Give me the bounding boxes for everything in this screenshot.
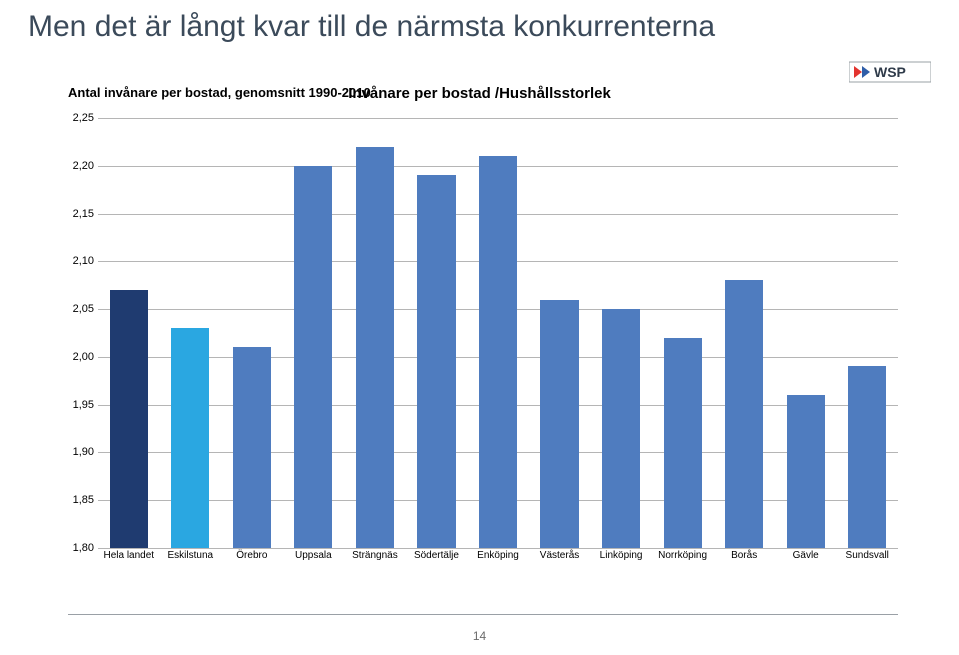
bar	[664, 338, 702, 548]
page-number: 14	[0, 629, 959, 643]
bar	[356, 147, 394, 548]
footer-divider	[68, 614, 898, 615]
bar	[848, 366, 886, 548]
x-tick-label: Gävle	[793, 550, 819, 561]
y-tick-label: 1,85	[64, 494, 94, 506]
y-tick-label: 1,90	[64, 446, 94, 458]
bar	[602, 309, 640, 548]
x-tick-label: Enköping	[477, 550, 519, 561]
bar	[233, 347, 271, 548]
x-tick-label: Sundsvall	[846, 550, 889, 561]
bar	[540, 300, 578, 548]
y-tick-label: 2,00	[64, 351, 94, 363]
y-tick-label: 2,20	[64, 160, 94, 172]
x-tick-label: Örebro	[236, 550, 267, 561]
x-tick-label: Strängnäs	[352, 550, 398, 561]
y-tick-label: 1,95	[64, 399, 94, 411]
y-tick-label: 2,15	[64, 208, 94, 220]
x-tick-label: Västerås	[540, 550, 579, 561]
bar	[294, 166, 332, 548]
y-tick-label: 2,10	[64, 255, 94, 267]
bar	[479, 156, 517, 548]
x-tick-label: Eskilstuna	[168, 550, 214, 561]
bar	[725, 280, 763, 548]
y-tick-label: 1,80	[64, 542, 94, 554]
bar	[171, 328, 209, 548]
x-tick-label: Linköping	[600, 550, 643, 561]
bar	[110, 290, 148, 548]
x-tick-label: Hela landet	[103, 550, 154, 561]
gridline	[98, 118, 898, 119]
x-tick-label: Borås	[731, 550, 757, 561]
wsp-logo: WSP	[849, 58, 931, 86]
y-tick-label: 2,25	[64, 112, 94, 124]
y-axis-subtitle: Antal invånare per bostad, genomsnitt 19…	[68, 85, 371, 100]
bar	[787, 395, 825, 548]
bar	[417, 175, 455, 548]
y-tick-label: 2,05	[64, 303, 94, 315]
page-title: Men det är långt kvar till de närmsta ko…	[28, 10, 715, 44]
svg-text:WSP: WSP	[874, 64, 906, 80]
x-tick-label: Södertälje	[414, 550, 459, 561]
bar-chart: 1,801,851,901,952,002,052,102,152,202,25…	[68, 118, 898, 568]
x-tick-label: Norrköping	[658, 550, 707, 561]
gridline	[98, 548, 898, 549]
x-tick-label: Uppsala	[295, 550, 332, 561]
